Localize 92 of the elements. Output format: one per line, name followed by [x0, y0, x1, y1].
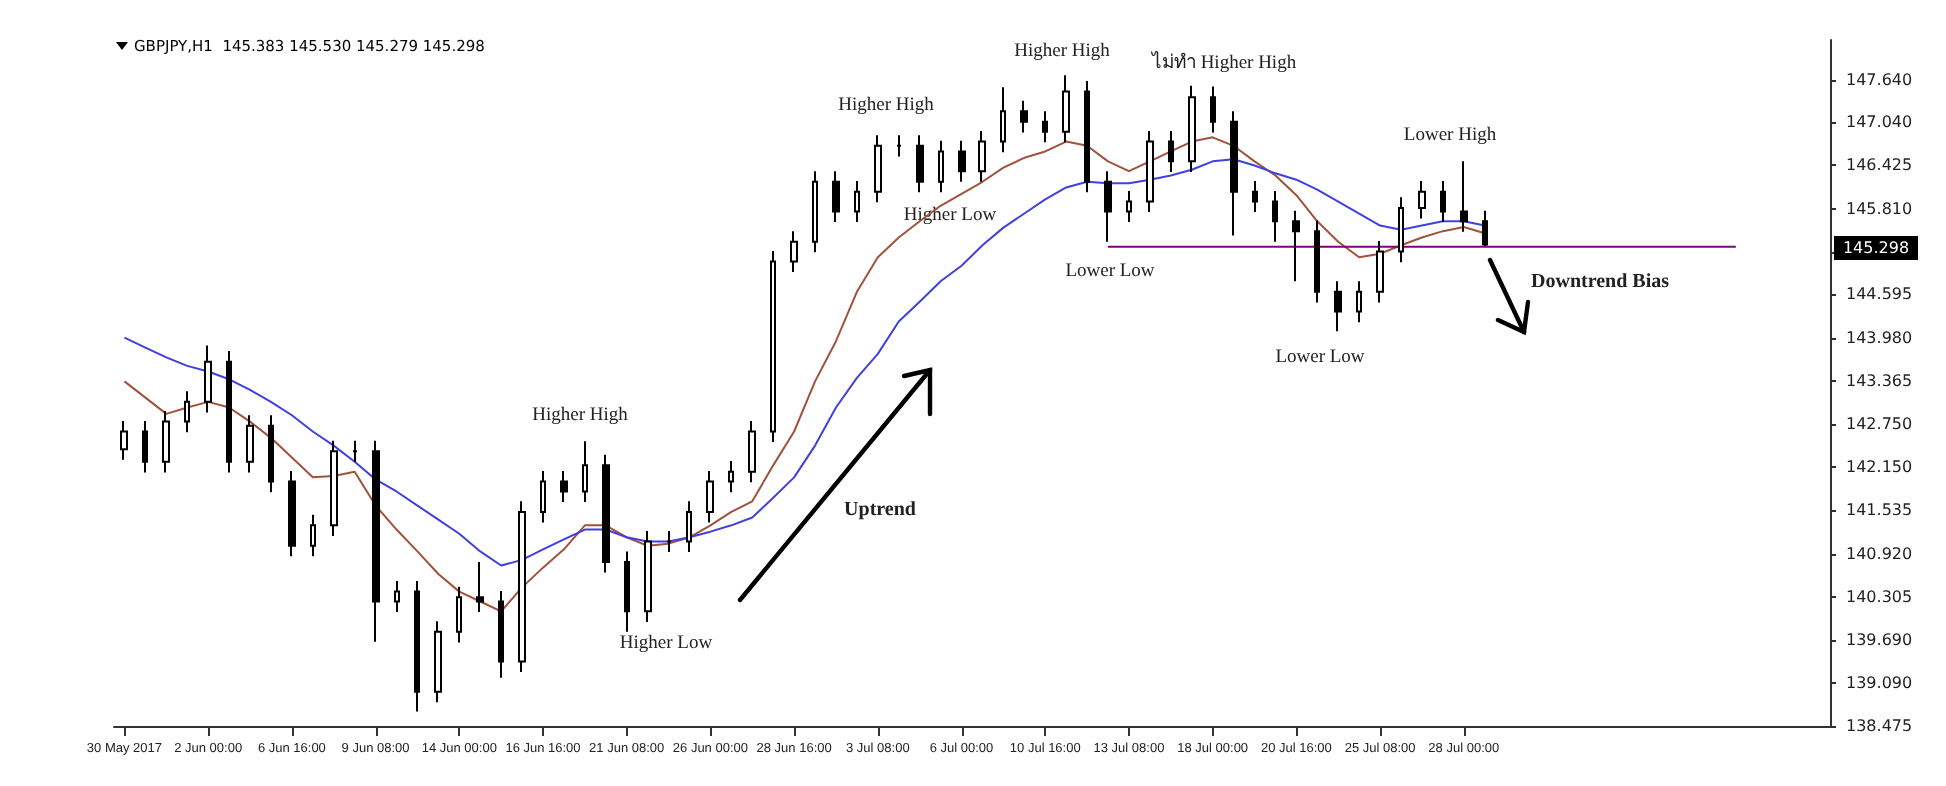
candlestick [1418, 180, 1426, 220]
annotation: Downtrend Bias [1531, 271, 1670, 293]
annotation: ไม่ทำ Higher High [1149, 50, 1297, 74]
candlestick [1020, 99, 1028, 134]
y-tick-label: 142.150 [1846, 457, 1913, 476]
candlestick [624, 550, 630, 633]
candlestick [1334, 280, 1342, 333]
candlestick [1084, 79, 1090, 194]
candlestick [204, 344, 212, 414]
candlestick [686, 500, 692, 554]
candlestick [310, 513, 316, 558]
y-tick-label: 145.810 [1846, 199, 1913, 218]
candlestick [1272, 189, 1278, 243]
candlestick [1460, 160, 1468, 233]
y-tick-label: 141.535 [1846, 501, 1913, 520]
candlestick [560, 470, 568, 504]
candlestick [1210, 85, 1216, 134]
annotation: Lower High [1403, 126, 1497, 146]
y-tick-label: 139.090 [1846, 673, 1913, 692]
candlestick [1126, 189, 1132, 223]
annotation: Uptrend [844, 499, 917, 521]
y-tick-label: 140.305 [1846, 587, 1913, 606]
candlestick [1168, 130, 1174, 173]
candlestick [748, 419, 756, 484]
candlestick [1482, 209, 1488, 247]
annotation: Lower Low [1275, 348, 1365, 368]
y-tick-label: 143.365 [1846, 372, 1913, 391]
candlestick [352, 439, 358, 463]
candlestick [1188, 84, 1196, 173]
candlestick [958, 139, 966, 183]
candlestick [896, 134, 902, 158]
candlestick [790, 230, 798, 274]
candlestick [1398, 196, 1404, 264]
candlestick [1062, 74, 1070, 144]
candlestick [1440, 180, 1446, 223]
y-tick-label: 138.475 [1846, 717, 1913, 735]
candlestick [394, 580, 400, 614]
candlestick [268, 414, 274, 494]
candlestick [1252, 180, 1258, 214]
candlestick [1146, 130, 1154, 214]
candlestick [162, 410, 170, 474]
candlestick [854, 180, 860, 223]
candlestick [832, 170, 840, 223]
candlestick [916, 134, 924, 194]
candlestick [938, 139, 944, 194]
candlestick [1376, 240, 1384, 304]
y-tick-label: 140.920 [1846, 544, 1913, 563]
y-tick-label: 147.040 [1846, 112, 1913, 131]
candlestick [1230, 110, 1238, 237]
candlestick [812, 170, 818, 254]
candlestick [666, 529, 672, 554]
candlestick [226, 350, 232, 474]
candlestick [330, 439, 338, 537]
candlestick [142, 419, 148, 474]
candlestick [706, 470, 714, 524]
y-tick-label: 143.980 [1846, 328, 1913, 347]
annotation: Higher Low [619, 634, 713, 654]
candlestick [288, 470, 296, 558]
candlestick [372, 439, 380, 643]
candlestick [414, 580, 420, 713]
candlestick [120, 419, 128, 461]
candlestick [770, 249, 776, 444]
y-tick-label: 142.750 [1846, 415, 1913, 434]
y-tick-label: 147.640 [1846, 70, 1913, 89]
candlestick [476, 560, 484, 614]
annotation: Higher High [1014, 42, 1111, 62]
candlestick [456, 585, 462, 644]
candlestick [184, 390, 190, 434]
candlestick [1000, 86, 1006, 154]
candlestick [602, 453, 610, 574]
candlestick [434, 620, 442, 704]
candlestick [498, 589, 504, 679]
candlestick [644, 529, 652, 623]
text: 145.298 [1842, 239, 1910, 257]
candlestick [1356, 280, 1362, 324]
candlestick [1314, 219, 1320, 304]
y-tick-label: 139.690 [1846, 631, 1913, 650]
annotation: Lower Low [1065, 262, 1155, 282]
candlestick [518, 500, 526, 674]
candlestick [582, 440, 588, 504]
annotation: Higher High [532, 406, 629, 426]
candlestick [540, 470, 546, 524]
candlestick [874, 134, 882, 204]
candlestick [978, 130, 986, 183]
candlestick [1104, 170, 1112, 243]
annotation: Higher High [838, 96, 935, 116]
candlestick [1042, 110, 1048, 144]
y-tick-label: 144.595 [1846, 285, 1913, 304]
candlestick [1292, 209, 1300, 283]
y-tick-label: 146.425 [1846, 156, 1913, 175]
candlestick [728, 460, 734, 494]
candlestick [246, 414, 254, 474]
